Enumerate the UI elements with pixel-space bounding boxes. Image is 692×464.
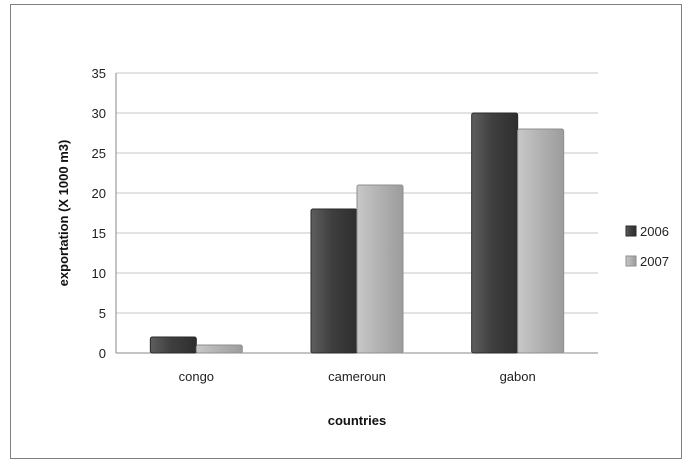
- y-tick-label: 30: [92, 106, 106, 121]
- bar-cameroun-2006: [310, 208, 358, 354]
- y-tick-label: 15: [92, 226, 106, 241]
- x-tick-label: cameroun: [328, 369, 386, 384]
- bar-cameroun-2007: [356, 184, 404, 354]
- legend-label: 2006: [640, 224, 669, 239]
- bar-congo-2006: [149, 336, 197, 354]
- legend: 2006 2007: [625, 224, 669, 269]
- y-tick-label: 35: [92, 66, 106, 81]
- bars: [149, 112, 565, 354]
- y-axis-title: exportation (X 1000 m3): [56, 140, 71, 287]
- x-tick-labels: congo cameroun gabon: [179, 369, 536, 384]
- x-tick-label: gabon: [500, 369, 536, 384]
- legend-swatch-2007: [625, 255, 637, 267]
- x-axis-title: countries: [328, 413, 387, 428]
- bar-congo-2007: [195, 344, 243, 354]
- y-tick-label: 25: [92, 146, 106, 161]
- legend-swatch-2006: [625, 225, 637, 237]
- legend-label: 2007: [640, 254, 669, 269]
- y-tick-label: 10: [92, 266, 106, 281]
- y-tick-label: 20: [92, 186, 106, 201]
- y-tick-labels: 0 5 10 15 20 25 30 35: [92, 66, 106, 361]
- y-tick-label: 0: [99, 346, 106, 361]
- x-tick-label: congo: [179, 369, 214, 384]
- bar-gabon-2007: [517, 128, 565, 354]
- bar-gabon-2006: [471, 112, 519, 354]
- y-tick-label: 5: [99, 306, 106, 321]
